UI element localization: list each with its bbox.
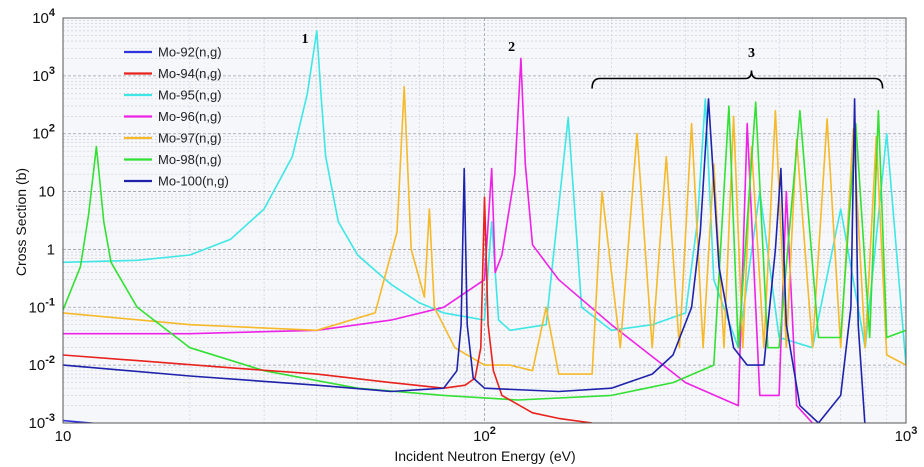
legend-entry: Mo-94(n,g) <box>158 66 222 81</box>
series-line-mo-94-n-g- <box>63 196 593 423</box>
series-layer <box>63 29 906 423</box>
plot-frame <box>62 17 907 424</box>
y-tick-label: 10-1 <box>29 296 55 316</box>
y-tick-label: 103 <box>32 65 55 85</box>
legend-entry: Mo-100(n,g) <box>158 174 229 189</box>
series-line-mo-97-n-g- <box>63 85 906 375</box>
x-tick-label: 10 <box>55 428 72 445</box>
legend-entry: Mo-95(n,g) <box>158 88 222 103</box>
legend-entry: Mo-92(n,g) <box>158 45 222 60</box>
legend-entry: Mo-98(n,g) <box>158 152 222 167</box>
y-tick-label: 10-3 <box>29 412 55 432</box>
x-tick-label: 102 <box>473 425 496 445</box>
y-tick-label: 1 <box>47 241 55 258</box>
legend: Mo-92(n,g) Mo-94(n,g) Mo-95(n,g) Mo-96(n,g)… <box>124 45 229 189</box>
annotation-label: 3 <box>748 46 755 61</box>
series-line-mo-98-n-g- <box>63 101 906 401</box>
series-line-mo-95-n-g- <box>63 29 906 366</box>
x-tick-labels: 10 102 103 <box>55 425 918 445</box>
series-line-mo-100-n-g- <box>63 98 866 423</box>
series-line-mo-96-n-g- <box>63 57 821 423</box>
annotation-label: 1 <box>301 32 308 47</box>
y-tick-label: 104 <box>32 7 56 27</box>
legend-entry: Mo-97(n,g) <box>158 131 222 146</box>
y-tick-label: 102 <box>32 123 55 143</box>
x-tick-label: 103 <box>895 425 918 445</box>
y-axis-label: Cross Section (b) <box>13 168 29 276</box>
y-tick-label: 10-2 <box>29 354 55 374</box>
y-tick-label: 10 <box>38 184 55 201</box>
x-axis-label: Incident Neutron Energy (eV) <box>394 448 575 464</box>
annotation-label: 2 <box>508 40 515 55</box>
legend-entry: Mo-96(n,g) <box>158 109 222 124</box>
